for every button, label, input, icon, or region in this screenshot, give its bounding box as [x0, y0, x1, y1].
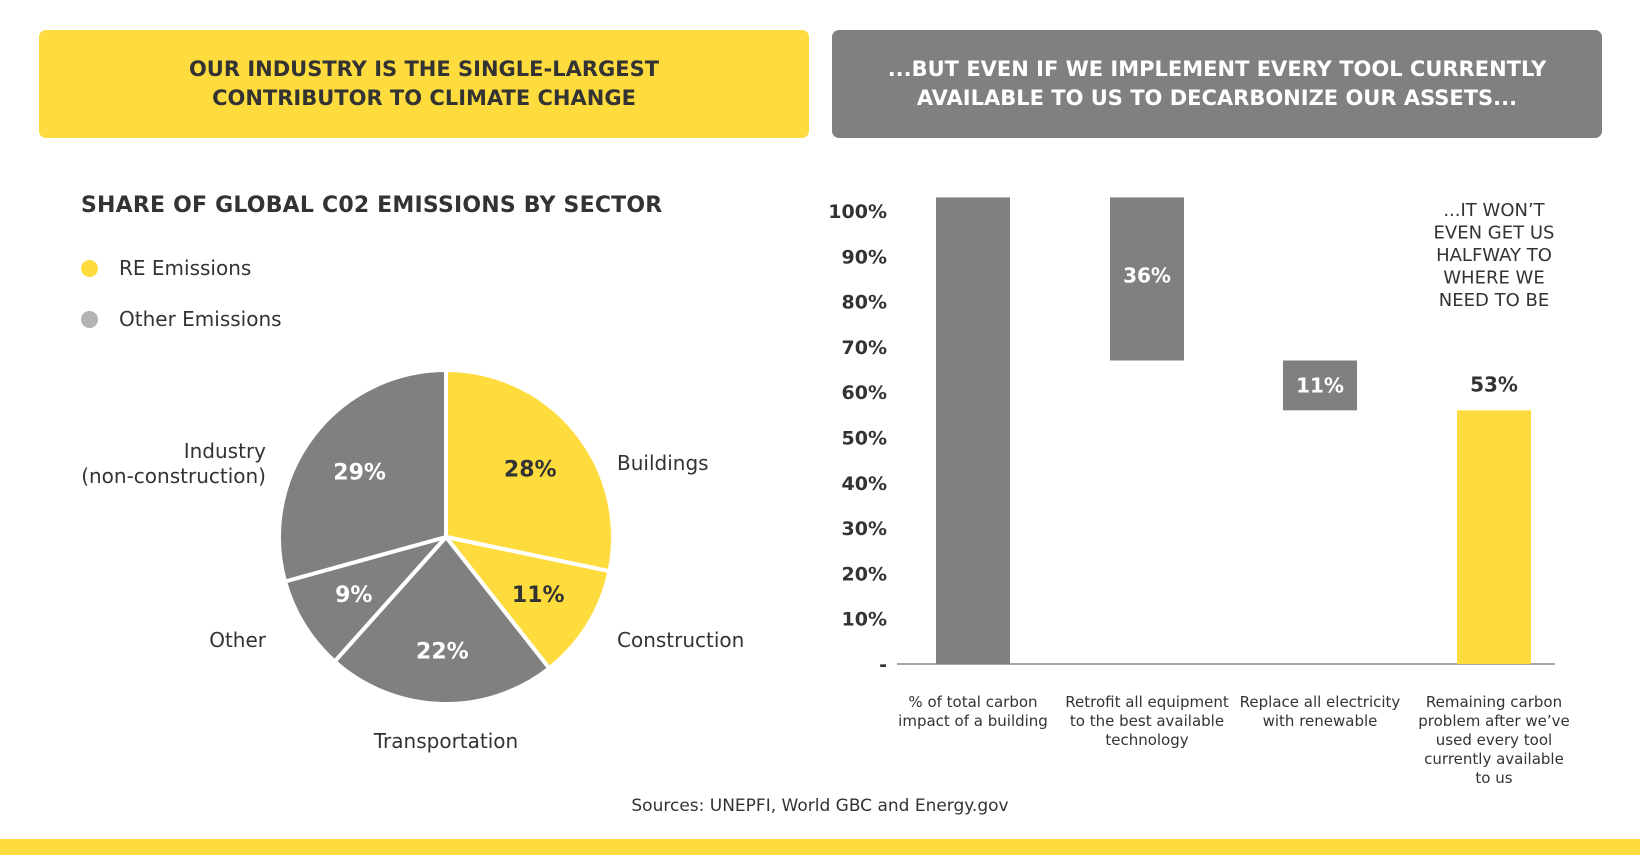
- y-tick-label: 100%: [828, 201, 887, 223]
- pie-slice-construction: [444, 535, 612, 671]
- waterfall-bar: [1110, 197, 1184, 361]
- x-category-label: % of total carbon impact of a building: [898, 693, 1048, 730]
- y-tick-label: 50%: [842, 428, 887, 450]
- legend-item-re-emissions: RE Emissions: [81, 256, 251, 280]
- right-banner: ...BUT EVEN IF WE IMPLEMENT EVERY TOOL C…: [832, 30, 1602, 138]
- pie-value-label: 9%: [335, 583, 372, 608]
- pie-category-label: Transportation: [373, 729, 518, 753]
- pie-slice-buildings: [444, 368, 615, 574]
- pie-slice-transportation: [332, 535, 552, 706]
- legend-swatch-gray: [81, 310, 98, 328]
- y-tick-label: 30%: [842, 518, 887, 540]
- bottom-accent-bar: [0, 839, 1640, 855]
- pie-category-label: Buildings: [617, 451, 709, 475]
- y-tick-label: 80%: [842, 292, 887, 314]
- y-tick-label: 40%: [842, 473, 887, 495]
- y-tick-label: 20%: [842, 563, 887, 585]
- bar-value-label: 11%: [1296, 373, 1344, 397]
- x-category-label: Retrofit all equipment to the best availa…: [1065, 693, 1229, 749]
- x-category-label: Remaining carbon problem after we’ve used …: [1418, 693, 1569, 787]
- pie-value-label: 29%: [333, 460, 386, 485]
- bar-value-label: 36%: [1123, 263, 1171, 287]
- pie-category-label: Other: [209, 628, 267, 652]
- pie-value-label: 28%: [504, 458, 557, 483]
- y-tick-label: 70%: [842, 337, 887, 359]
- chart-annotation: ...IT WON’T EVEN GET US HALFWAY TO WHERE WE…: [1434, 200, 1555, 311]
- x-category-label: Replace all electricity with renewable: [1240, 693, 1401, 730]
- legend-label: RE Emissions: [119, 256, 252, 280]
- y-tick-label: -: [879, 654, 887, 676]
- pie-value-label: 22%: [416, 640, 469, 665]
- waterfall-bar: [1457, 410, 1531, 664]
- pie-category-label: Industry (non-construction): [81, 439, 266, 488]
- y-tick-label: 10%: [842, 609, 887, 631]
- pie-category-label: Construction: [617, 628, 744, 652]
- left-banner: OUR INDUSTRY IS THE SINGLE-LARGEST CONTR…: [39, 30, 809, 138]
- pie-value-label: 11%: [512, 583, 565, 608]
- y-tick-label: 60%: [842, 382, 887, 404]
- waterfall-bar: [1283, 360, 1357, 411]
- bar-value-label: 53%: [1470, 372, 1518, 396]
- pie-chart-title: SHARE OF GLOBAL C02 EMISSIONS BY SECTOR: [81, 193, 663, 218]
- legend-label: Other Emissions: [119, 307, 282, 331]
- waterfall-chart: - 10% 20% 30% 40% 50% 60% 70% 80% 90% 100% % of tot…: [828, 197, 1570, 787]
- pie-chart: 28% Buildings 11% Construction 22% Transporta…: [81, 368, 744, 753]
- legend-swatch-yellow: [81, 259, 98, 277]
- pie-slice-industry: [277, 368, 448, 584]
- waterfall-bar: [936, 197, 1010, 664]
- legend-item-other-emissions: Other Emissions: [81, 307, 282, 331]
- y-tick-label: 90%: [842, 246, 887, 268]
- sources-note: Sources: UNEPFI, World GBC and Energy.go…: [631, 796, 1009, 816]
